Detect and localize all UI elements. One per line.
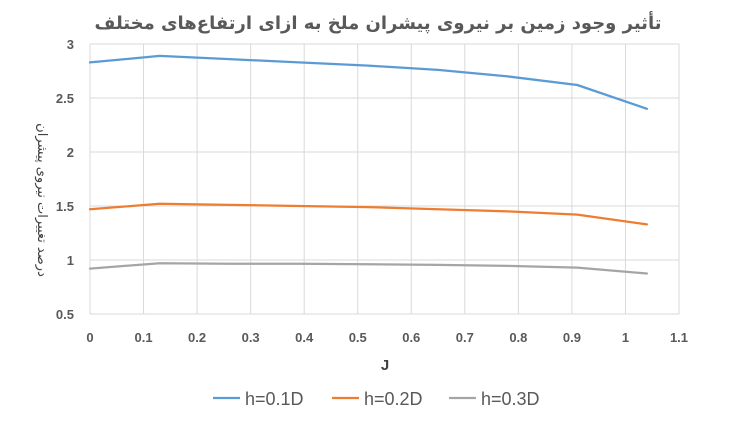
legend-label: h=0.3D <box>481 389 540 409</box>
legend: h=0.1D h=0.2D h=0.3D <box>213 389 540 409</box>
x-tick-label: 0.6 <box>402 330 420 345</box>
x-tick-label: 0.3 <box>242 330 260 345</box>
y-axis-label: درصد تغییرات نیروی پیشران <box>34 123 49 277</box>
x-tick-label: 0.5 <box>349 330 367 345</box>
y-tick-label: 1.5 <box>56 199 74 214</box>
y-tick-label: 0.5 <box>56 307 74 322</box>
x-tick-label: 0.2 <box>188 330 206 345</box>
x-axis-ticks: 0 0.1 0.2 0.3 0.4 0.5 0.6 0.7 0.8 0.9 1 1.1 <box>86 330 688 345</box>
x-tick-label: 0 <box>86 330 93 345</box>
series-line-1 <box>88 54 649 110</box>
y-tick-label: 2 <box>67 145 74 160</box>
x-tick-label: 0.9 <box>563 330 581 345</box>
x-tick-label: 0.4 <box>295 330 314 345</box>
plot-area <box>88 54 649 275</box>
gridlines <box>89 43 680 315</box>
legend-label: h=0.1D <box>245 389 304 409</box>
x-axis-label: J <box>381 357 389 374</box>
y-tick-label: 1 <box>67 253 74 268</box>
x-tick-label: 0.8 <box>509 330 527 345</box>
series-line-3 <box>88 262 649 275</box>
y-axis-ticks: 0.5 1 1.5 2 2.5 3 <box>56 37 74 322</box>
x-tick-label: 1 <box>622 330 629 345</box>
x-tick-label: 0.7 <box>456 330 474 345</box>
x-tick-label: 0.1 <box>135 330 153 345</box>
chart-title: تأثیر وجود زمین بر نیروی پیشران ملخ به ا… <box>95 11 662 34</box>
y-tick-label: 3 <box>67 37 74 52</box>
y-tick-label: 2.5 <box>56 91 74 106</box>
x-tick-label: 1.1 <box>670 330 688 345</box>
series-line-2 <box>88 202 649 226</box>
legend-label: h=0.2D <box>364 389 423 409</box>
